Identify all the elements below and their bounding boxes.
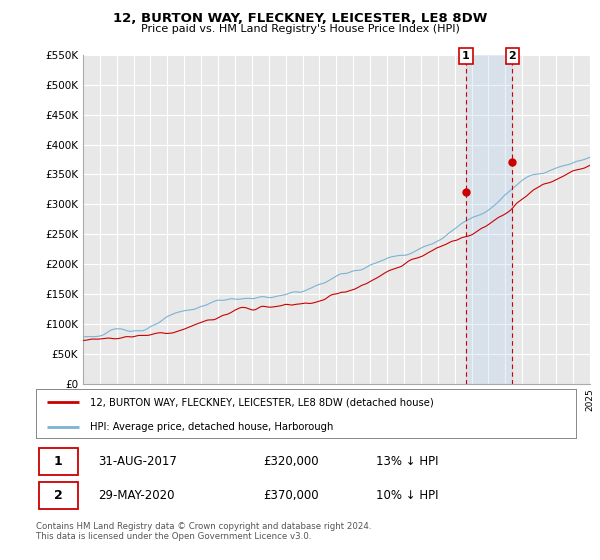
Text: Contains HM Land Registry data © Crown copyright and database right 2024.
This d: Contains HM Land Registry data © Crown c… — [36, 522, 371, 542]
Text: 1: 1 — [462, 51, 470, 61]
Text: 12, BURTON WAY, FLECKNEY, LEICESTER, LE8 8DW: 12, BURTON WAY, FLECKNEY, LEICESTER, LE8… — [113, 12, 487, 25]
Text: 2: 2 — [508, 51, 516, 61]
FancyBboxPatch shape — [39, 448, 77, 475]
Text: Price paid vs. HM Land Registry's House Price Index (HPI): Price paid vs. HM Land Registry's House … — [140, 24, 460, 34]
Text: 29-MAY-2020: 29-MAY-2020 — [98, 489, 175, 502]
Text: 31-AUG-2017: 31-AUG-2017 — [98, 455, 177, 468]
Text: 12, BURTON WAY, FLECKNEY, LEICESTER, LE8 8DW (detached house): 12, BURTON WAY, FLECKNEY, LEICESTER, LE8… — [90, 398, 434, 408]
Text: £320,000: £320,000 — [263, 455, 319, 468]
Text: 2: 2 — [54, 489, 62, 502]
FancyBboxPatch shape — [39, 482, 77, 509]
Text: 1: 1 — [54, 455, 62, 468]
Text: 13% ↓ HPI: 13% ↓ HPI — [376, 455, 439, 468]
Text: £370,000: £370,000 — [263, 489, 319, 502]
Bar — [466, 55, 512, 384]
Text: HPI: Average price, detached house, Harborough: HPI: Average price, detached house, Harb… — [90, 422, 334, 432]
Text: 10% ↓ HPI: 10% ↓ HPI — [376, 489, 439, 502]
